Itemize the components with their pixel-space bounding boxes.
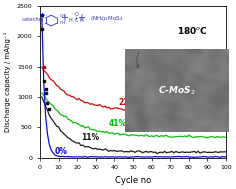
Text: H: H xyxy=(69,18,72,23)
Text: 180$^o$C: 180$^o$C xyxy=(177,25,208,36)
Text: OH: OH xyxy=(59,21,66,25)
Point xyxy=(40,13,44,16)
Text: catechol: catechol xyxy=(22,17,44,22)
Text: +: + xyxy=(60,13,68,23)
Point xyxy=(42,66,46,69)
Text: C-MoS$_2$: C-MoS$_2$ xyxy=(158,84,196,97)
Point xyxy=(46,102,49,105)
Point xyxy=(44,92,47,95)
Text: +: + xyxy=(77,13,85,23)
Text: 0%: 0% xyxy=(55,147,68,156)
Point xyxy=(44,88,47,91)
X-axis label: Cycle no: Cycle no xyxy=(115,176,151,185)
Point xyxy=(40,28,44,31)
Text: H: H xyxy=(80,18,84,23)
Text: O: O xyxy=(74,12,78,17)
Text: 41%: 41% xyxy=(109,119,127,128)
Point xyxy=(47,108,51,111)
Point xyxy=(42,79,46,82)
Text: OH: OH xyxy=(59,14,66,18)
Text: 11%: 11% xyxy=(81,133,99,142)
Text: C: C xyxy=(75,18,78,23)
Text: (NH$_4$)$_2$MoS$_4$: (NH$_4$)$_2$MoS$_4$ xyxy=(90,14,124,23)
Text: 22%: 22% xyxy=(118,98,136,107)
Y-axis label: Discharge capacity / mAhg⁻¹: Discharge capacity / mAhg⁻¹ xyxy=(4,32,11,132)
